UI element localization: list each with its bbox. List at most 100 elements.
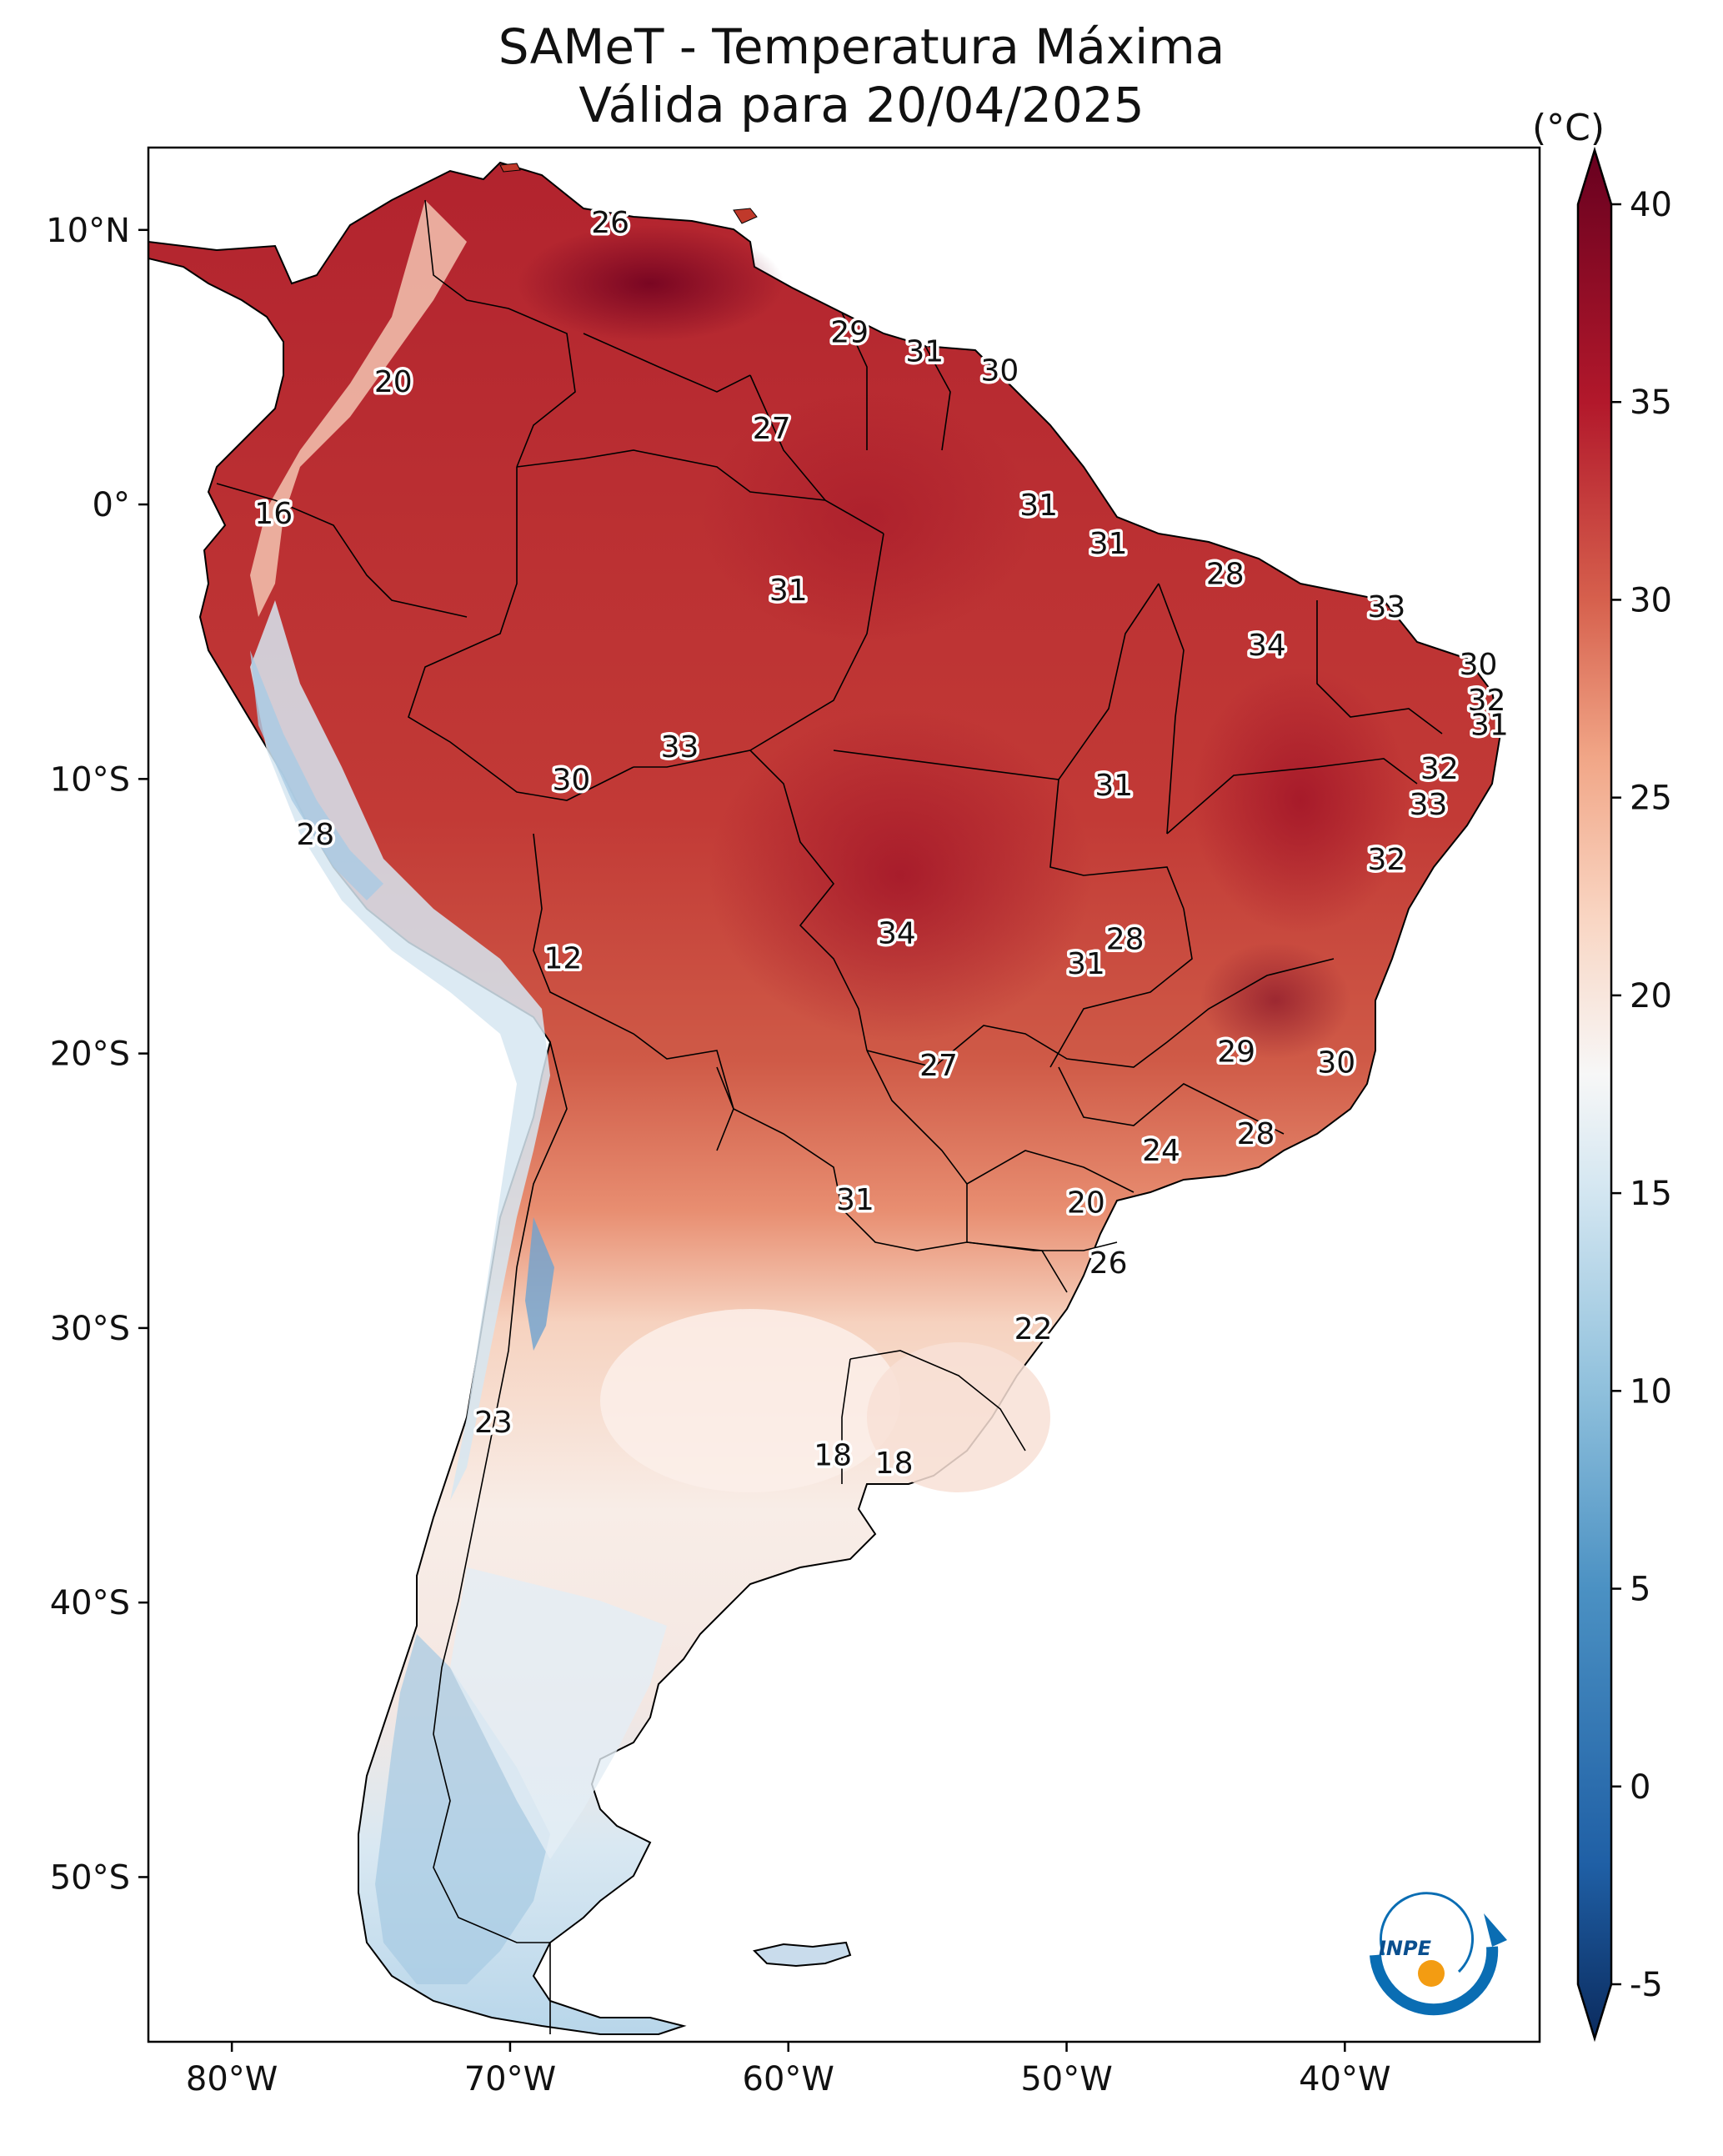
patagonia-mild-zone: [450, 1567, 667, 1859]
colorbar-tick-label: 20: [1630, 977, 1672, 1015]
logo-sun-icon: [1418, 1960, 1445, 1987]
colorbar-tick-label: 0: [1630, 1768, 1650, 1807]
station-label: 31: [1089, 527, 1128, 561]
lon-label: 70°W: [464, 2060, 556, 2098]
station-label: 23: [474, 1406, 513, 1440]
station-label: 33: [661, 730, 699, 765]
border-paraguay: [716, 1066, 968, 1251]
map-frame: [147, 146, 1541, 2043]
lat-label: 50°S: [50, 1858, 130, 1897]
station-label: 28: [1206, 557, 1245, 591]
border-sao-paulo: [1058, 1066, 1285, 1135]
station-label: 31: [1094, 769, 1133, 803]
border-tocantins-goias: [1049, 779, 1185, 910]
colorbar-tick-label: 10: [1630, 1372, 1672, 1411]
station-label: 31: [1470, 708, 1509, 742]
station-label: 18: [875, 1447, 914, 1481]
station-label: 20: [374, 365, 413, 399]
map-layers: [148, 161, 1502, 2035]
lon-label: 50°W: [1020, 2060, 1112, 2098]
lat-label: 30°S: [50, 1310, 130, 1348]
station-label: 30: [981, 354, 1019, 389]
station-label: 31: [905, 335, 944, 369]
hot-zone-amazon: [700, 392, 1034, 642]
border-peru-bolivia: [533, 833, 584, 1010]
colorbar-tick-label: 35: [1630, 384, 1672, 422]
hot-zone-minas: [1200, 942, 1350, 1059]
hot-zone-venezuela: [517, 225, 784, 342]
andes-cold-peru: [250, 650, 383, 900]
lon-label: 60°W: [743, 2060, 834, 2098]
station-label: 33: [1410, 788, 1448, 822]
logo-arc-icon: [1370, 1946, 1499, 2016]
lat-label: 40°S: [50, 1584, 130, 1622]
border-paraguay-brazil: [866, 1050, 968, 1242]
station-label: 30: [552, 763, 590, 797]
andes-cool-colombia: [250, 200, 467, 617]
station-label: 32: [1420, 752, 1459, 786]
colorbar-tick-label: 15: [1630, 1175, 1672, 1213]
axis-tick-marks: [138, 228, 1346, 2052]
border-parana: [966, 1150, 1134, 1193]
border-colombia-venezuela: [424, 199, 576, 468]
station-label: 29: [1217, 1035, 1255, 1069]
border-peru-brazil: [408, 467, 634, 801]
border-suriname-guiana: [924, 345, 951, 451]
border-bolivia-brazil: [634, 750, 868, 1051]
station-label: 18: [814, 1438, 852, 1472]
station-label: 20: [1067, 1186, 1105, 1220]
colorbar-tick-label: -5: [1630, 1966, 1663, 2004]
hot-zone-northeast-brazil: [1192, 667, 1409, 934]
border-guyana-suriname: [841, 312, 868, 450]
inpe-logo: INPE: [1370, 1892, 1507, 2016]
station-label: 31: [1067, 947, 1105, 981]
border-uruguay-brazil: [849, 1350, 1026, 1452]
border-goias-minas: [1049, 908, 1193, 1068]
border-ecuador-peru: [216, 483, 468, 618]
border-santa-catarina: [966, 1241, 1118, 1251]
lat-label: 0°: [93, 486, 130, 524]
station-label: 27: [919, 1049, 958, 1083]
colorbar: 40 35 30 25 20 15 10 5 0 -5: [1576, 146, 1672, 2043]
station-label: 30: [1460, 648, 1498, 682]
falkland-islands: [753, 1941, 852, 1968]
station-label: 34: [878, 917, 916, 951]
border-mato-grosso-do-sul: [866, 958, 1335, 1068]
station-label: 28: [296, 818, 334, 852]
border-guyana-brazil: [749, 374, 826, 501]
border-venezuela-brazil: [583, 333, 751, 393]
station-label: 33: [1368, 590, 1406, 624]
station-label: 28: [1237, 1117, 1275, 1151]
border-ceara-pernambuco: [1316, 600, 1443, 735]
border-mato-grosso-para: [833, 583, 1160, 780]
caribbean-islands: [499, 163, 758, 224]
border-bahia-north: [1166, 758, 1418, 835]
station-label: 22: [1014, 1312, 1053, 1346]
station-label: 28: [1106, 922, 1144, 956]
logo-text: INPE: [1379, 1937, 1432, 1960]
lat-label: 20°S: [50, 1035, 130, 1074]
colorbar-tick-label: 40: [1630, 186, 1672, 224]
station-label: 29: [830, 316, 869, 350]
station-label: 26: [591, 206, 629, 240]
hot-zone-central-brazil: [709, 709, 1092, 1042]
patagonia-cool-zone: [375, 1634, 550, 1984]
colorbar-ticks: 40 35 30 25 20 15 10 5 0 -5: [1611, 186, 1672, 2004]
pampas-mild-zone: [600, 1309, 900, 1492]
title-line-1: SAMeT - Temperatura Máxima: [498, 18, 1225, 75]
border-maranhao-piaui: [1158, 583, 1185, 835]
station-label: 34: [1248, 629, 1286, 663]
station-label: 31: [769, 574, 808, 608]
colorbar-gradient: [1576, 146, 1613, 2043]
country-borders: [216, 199, 1443, 2034]
latitude-labels: 10°N 0° 10°S 20°S 30°S 40°S 50°S: [46, 212, 130, 1898]
station-label: 26: [1089, 1246, 1128, 1281]
colorbar-unit: (°C): [1532, 107, 1605, 149]
title-line-2: Válida para 20/04/2025: [579, 77, 1144, 133]
logo-orbit-icon: [1380, 1892, 1474, 1973]
colorbar-tick-label: 5: [1630, 1571, 1650, 1609]
station-label: 31: [1019, 489, 1058, 523]
